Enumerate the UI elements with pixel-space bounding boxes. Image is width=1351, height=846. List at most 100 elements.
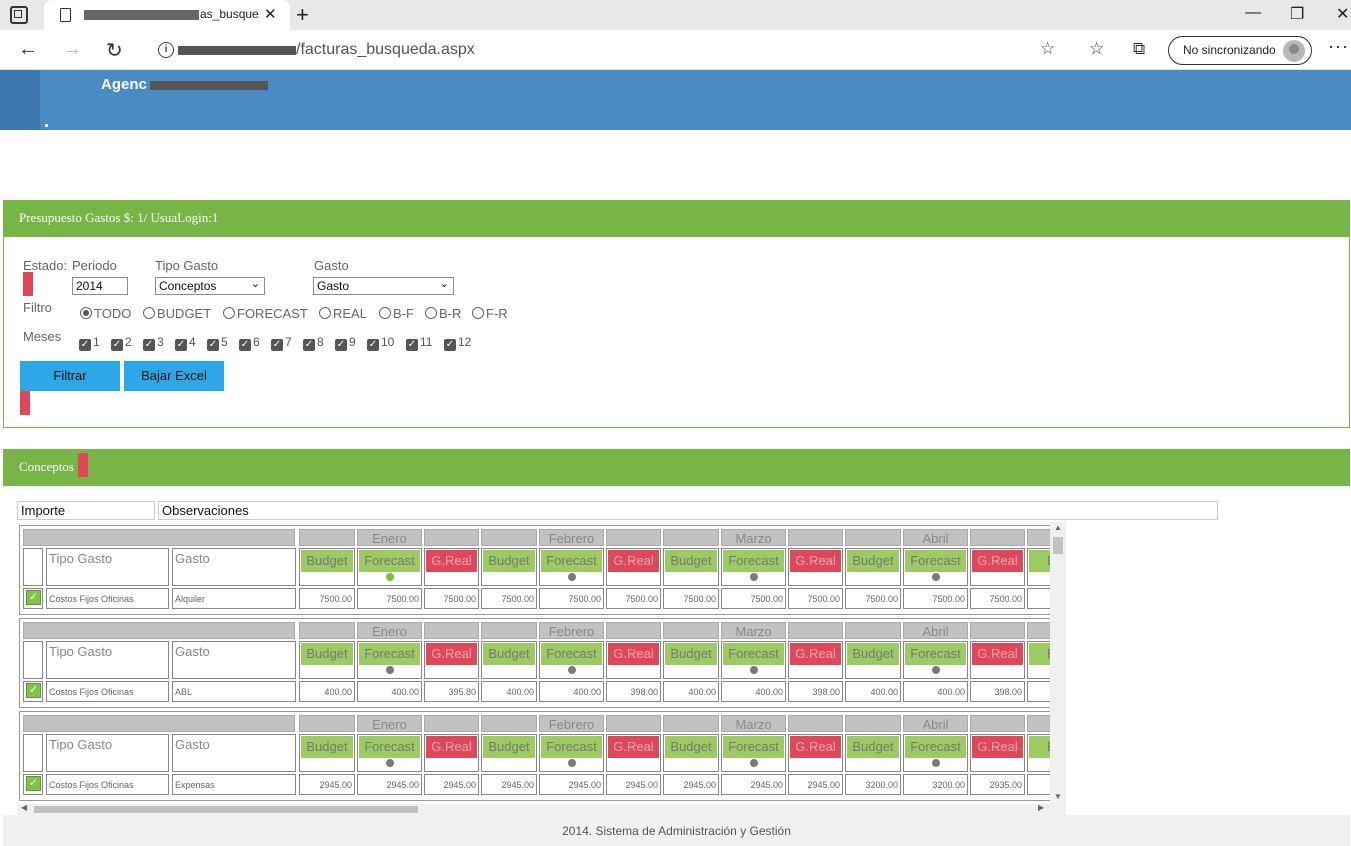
value-cell[interactable]: 2945.00	[424, 774, 479, 795]
greal-label[interactable]: G.Real	[426, 643, 477, 665]
collections-icon[interactable]: ⧉	[1133, 39, 1146, 58]
month-checkbox[interactable]: ✓ 9	[335, 335, 356, 351]
scroll-right-icon[interactable]: ▶	[1038, 803, 1045, 812]
more-icon[interactable]: ···	[1328, 36, 1349, 56]
minimize-icon[interactable]: —	[1245, 4, 1261, 21]
value-cell[interactable]: 7500.00	[299, 588, 355, 609]
greal-label[interactable]: G.Real	[426, 736, 477, 758]
value-cell[interactable]: 7500.00	[663, 588, 719, 609]
forecast-label[interactable]: Forecast	[359, 736, 420, 758]
filter-radio-bf[interactable]: B-F	[379, 306, 414, 321]
budget-label[interactable]: Budget	[847, 550, 899, 572]
tab-actions-icon[interactable]	[10, 6, 28, 24]
value-cell[interactable]: 400.00	[357, 681, 422, 702]
month-checkbox[interactable]: ✓ 2	[111, 335, 132, 351]
value-cell[interactable]: 3200.00	[845, 774, 901, 795]
month-checkbox[interactable]: ✓ 10	[367, 335, 394, 351]
profile-button[interactable]: No sincronizando	[1168, 36, 1312, 65]
forecast-label[interactable]: Forecast	[723, 736, 784, 758]
checkbox-icon[interactable]: ✓	[26, 776, 41, 791]
new-tab-icon[interactable]: +	[296, 2, 309, 27]
value-cell[interactable]: 2945.00	[481, 774, 537, 795]
filter-radio-todo[interactable]: TODO	[80, 306, 131, 321]
greal-label[interactable]: G.Real	[608, 643, 659, 665]
forecast-label[interactable]: Forecast	[359, 550, 420, 572]
scroll-thumb[interactable]	[34, 806, 418, 813]
filter-radio-budget[interactable]: BUDGET	[143, 306, 211, 321]
budget-label[interactable]: Budget	[483, 643, 535, 665]
value-cell[interactable]: 2935.00	[970, 774, 1025, 795]
budget-label[interactable]: Budget	[301, 736, 353, 758]
filter-radio-forecast[interactable]: FORECAST	[223, 306, 308, 321]
month-checkbox[interactable]: ✓ 8	[303, 335, 324, 351]
month-checkbox[interactable]: ✓ 5	[207, 335, 228, 351]
scroll-thumb[interactable]	[1053, 537, 1063, 554]
value-cell[interactable]: 400.00	[481, 681, 537, 702]
value-cell[interactable]: 2945.00	[539, 774, 604, 795]
forecast-label[interactable]: Forecast	[723, 550, 784, 572]
scroll-left-icon[interactable]: ◀	[21, 803, 28, 812]
value-cell[interactable]: 7500.00	[903, 588, 968, 609]
forecast-label[interactable]: Forecast	[723, 643, 784, 665]
value-cell[interactable]: 7500.00	[539, 588, 604, 609]
value-cell[interactable]: 395.80	[424, 681, 479, 702]
greal-label[interactable]: G.Real	[972, 736, 1023, 758]
greal-label[interactable]: G.Real	[790, 643, 841, 665]
value-cell[interactable]: 400.00	[845, 681, 901, 702]
value-cell[interactable]: 7500.00	[788, 588, 843, 609]
budget-label[interactable]: Budget	[847, 736, 899, 758]
scroll-down-icon[interactable]: ▼	[1054, 792, 1062, 801]
budget-label[interactable]: Budget	[847, 643, 899, 665]
value-cell[interactable]: 2945.00	[299, 774, 355, 795]
scroll-up-icon[interactable]: ▲	[1054, 523, 1062, 532]
greal-label[interactable]: G.Real	[790, 736, 841, 758]
value-cell[interactable]: 398.00	[788, 681, 843, 702]
forecast-label[interactable]: Forecast	[541, 643, 602, 665]
gasto-select[interactable]: Gasto ⌄	[313, 277, 454, 295]
value-cell[interactable]: 2945.00	[357, 774, 422, 795]
budget-label[interactable]: Budget	[301, 643, 353, 665]
favorites-icon[interactable]: ☆	[1089, 39, 1105, 58]
month-checkbox[interactable]: ✓ 12	[444, 335, 471, 351]
forward-icon[interactable]: →	[62, 38, 82, 60]
month-checkbox[interactable]: ✓ 7	[271, 335, 292, 351]
budget-label[interactable]: Budget	[483, 736, 535, 758]
budget-label[interactable]: Budget	[665, 643, 717, 665]
add-favorite-icon[interactable]: ☆	[1040, 39, 1056, 58]
budget-label[interactable]: Budget	[665, 550, 717, 572]
value-cell[interactable]: 3200.00	[903, 774, 968, 795]
value-cell[interactable]: 7500.00	[481, 588, 537, 609]
forecast-label[interactable]: Forecast	[905, 643, 966, 665]
filter-radio-br[interactable]: B-R	[425, 306, 461, 321]
value-cell[interactable]: 398.00	[606, 681, 661, 702]
value-cell[interactable]: 7500.00	[424, 588, 479, 609]
month-checkbox[interactable]: ✓ 4	[175, 335, 196, 351]
greal-label[interactable]: G.Real	[426, 550, 477, 572]
site-info-icon[interactable]: i	[158, 42, 174, 58]
value-cell[interactable]: 398.00	[970, 681, 1025, 702]
browser-tab[interactable]: as_busque ✕	[44, 0, 290, 30]
greal-label[interactable]: G.Real	[608, 550, 659, 572]
value-cell[interactable]: 2945.00	[606, 774, 661, 795]
budget-label[interactable]: Budget	[665, 736, 717, 758]
excel-button[interactable]: Bajar Excel	[124, 361, 224, 391]
month-checkbox[interactable]: ✓ 3	[143, 335, 164, 351]
value-cell[interactable]: 2945.00	[721, 774, 786, 795]
value-cell[interactable]: 7500.00	[357, 588, 422, 609]
close-window-icon[interactable]: ✕	[1336, 6, 1350, 23]
value-cell[interactable]: 400.00	[539, 681, 604, 702]
forecast-label[interactable]: Forecast	[541, 550, 602, 572]
url-field[interactable]: i /facturas_busqueda.aspx ☆	[146, 35, 1070, 65]
close-tab-icon[interactable]: ✕	[264, 6, 277, 23]
greal-label[interactable]: G.Real	[608, 736, 659, 758]
value-cell[interactable]: 7500.00	[970, 588, 1025, 609]
tipo-gasto-select[interactable]: Conceptos ⌄	[155, 277, 265, 295]
forecast-label[interactable]: Forecast	[541, 736, 602, 758]
value-cell[interactable]: 7500.00	[845, 588, 901, 609]
restore-icon[interactable]: ❐	[1290, 6, 1305, 23]
month-checkbox[interactable]: ✓ 6	[239, 335, 260, 351]
forecast-label[interactable]: Forecast	[905, 736, 966, 758]
back-icon[interactable]: ←	[18, 38, 38, 60]
value-cell[interactable]: 400.00	[903, 681, 968, 702]
value-cell[interactable]: 2945.00	[788, 774, 843, 795]
